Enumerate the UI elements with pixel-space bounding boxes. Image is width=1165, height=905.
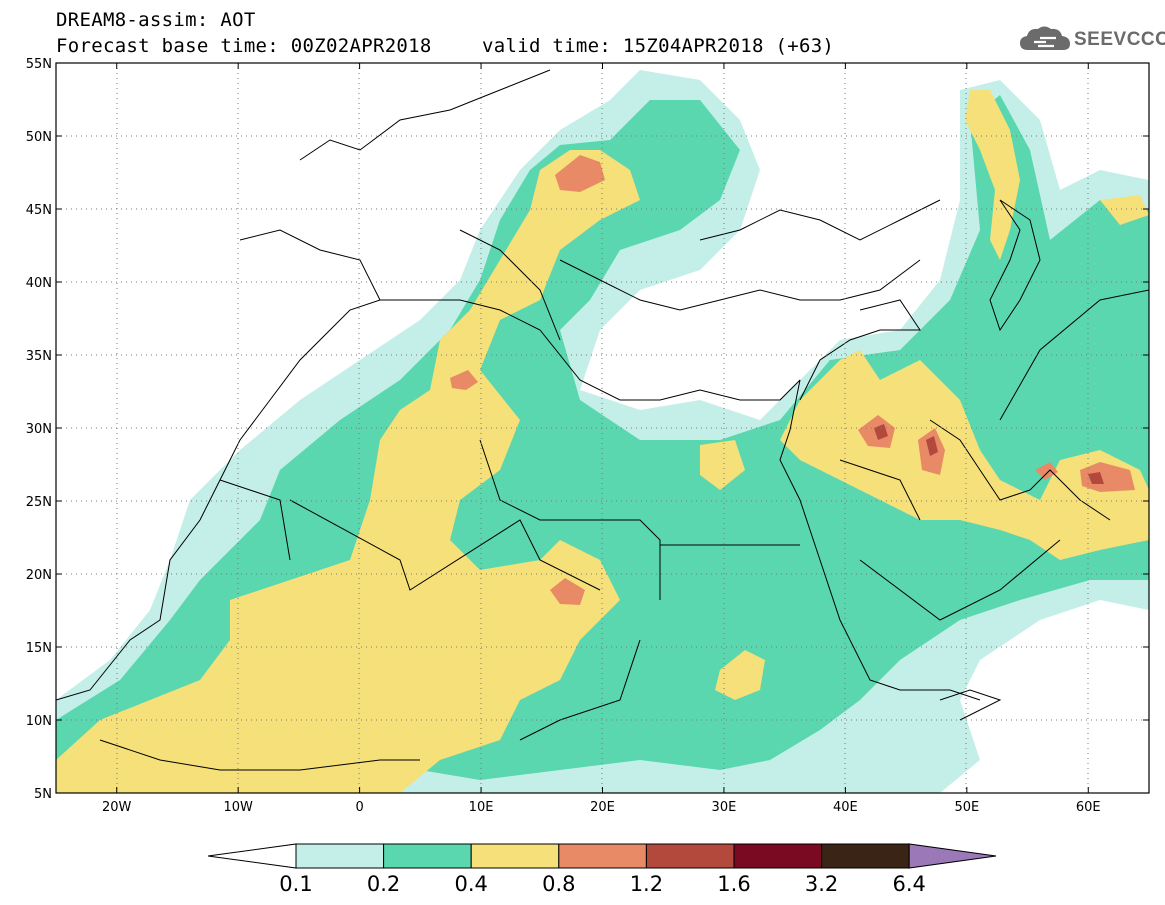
aot-contour-0.8-gulf [1035, 462, 1058, 480]
lat-label: 40N [26, 276, 52, 291]
map-title: DREAM8-assim: AOT [56, 9, 256, 31]
graticule [56, 63, 1149, 793]
colorbar-label: 3.2 [805, 872, 838, 896]
aot-contour-1.2-kuwait [926, 436, 938, 456]
colorbar-label: 0.8 [542, 872, 575, 896]
lon-label: 0 [355, 800, 363, 815]
colorbar-label: 1.6 [717, 872, 750, 896]
lat-label: 5N [34, 787, 52, 802]
colorbar-box [733, 843, 823, 869]
colorbar-label: 0.2 [367, 872, 400, 896]
lon-label: 40E [833, 800, 858, 815]
colorbar-over-triangle [908, 843, 997, 869]
lon-label: 10W [223, 800, 253, 815]
lat-label: 35N [26, 349, 52, 364]
aot-contour-0.4-libya [700, 440, 745, 490]
aot-contour-0.8-iran [1080, 462, 1135, 492]
colorbar-labels: 0.1 0.2 0.4 0.8 1.2 1.6 3.2 6.4 [279, 872, 926, 896]
lat-label: 15N [26, 641, 52, 656]
colorbar-box [295, 843, 385, 869]
colorbar-label: 0.4 [454, 872, 487, 896]
lat-label: 50N [26, 130, 52, 145]
valid-time: valid time: 15Z04APR2018 (+63) [482, 35, 835, 57]
lon-label: 20W [102, 800, 132, 815]
lat-label: 45N [26, 203, 52, 218]
forecast-base-time: Forecast base time: 00Z02APR2018 [56, 35, 432, 57]
colorbar-label: 1.2 [630, 872, 663, 896]
lon-label: 30E [712, 800, 737, 815]
aot-contour-0.4-sahara [56, 150, 640, 793]
lat-label: 20N [26, 568, 52, 583]
aot-contour-0.4-middleeast [780, 350, 1149, 560]
colorbar-under-triangle [207, 843, 297, 869]
seevccc-logo: SEEVCCC [1018, 24, 1165, 56]
aot-contour-0.4-aralsea [1100, 195, 1149, 225]
longitude-labels: 20W 10W 0 10E 20E 30E 40E 50E 60E [102, 800, 1101, 815]
axis-ticks [56, 62, 1149, 794]
lat-label: 25N [26, 495, 52, 510]
aot-contour-0.4-caspian [965, 90, 1020, 260]
lon-label: 10E [469, 800, 494, 815]
aot-contour-0.8-chad [550, 578, 585, 605]
colorbar-box [470, 843, 560, 869]
colorbar-label: 6.4 [892, 872, 925, 896]
colorbar-box [383, 843, 472, 869]
colorbar-box [645, 843, 735, 869]
lat-label: 55N [26, 57, 52, 72]
colorbar-label: 0.1 [279, 872, 312, 896]
lon-label: 60E [1076, 800, 1101, 815]
lon-label: 20E [590, 800, 615, 815]
aot-contour-0.4-sudan [715, 650, 765, 700]
aot-contour-1.2-iraq [874, 424, 888, 440]
lon-label: 50E [954, 800, 979, 815]
aot-contour-0.8-tunisia [450, 370, 478, 390]
colorbar-box [558, 843, 647, 869]
colorbar [207, 843, 997, 869]
cloud-icon [1020, 26, 1070, 50]
latitude-labels: 55N 50N 45N 40N 35N 30N 25N 20N 15N 10N 5N [26, 57, 52, 802]
lat-label: 10N [26, 714, 52, 729]
aot-contour-1.2-iran [1088, 472, 1104, 484]
lat-label: 30N [26, 422, 52, 437]
logo-text: SEEVCCC [1074, 29, 1165, 50]
aot-contour-0.8-hungary [555, 155, 605, 192]
colorbar-box [821, 843, 910, 869]
coastlines [56, 69, 1149, 793]
